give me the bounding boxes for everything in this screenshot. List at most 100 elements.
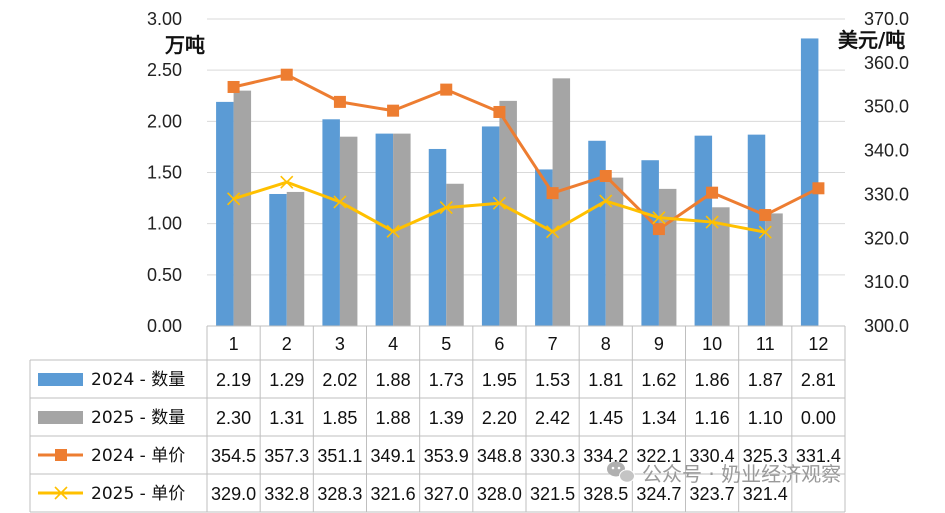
bar xyxy=(499,100,517,326)
table-cell: 324.7 xyxy=(636,484,681,504)
table-cell: 354.5 xyxy=(211,446,256,466)
right-tick-label: 340.0 xyxy=(864,141,909,161)
table-cell: 1.88 xyxy=(376,370,411,390)
legend-label: 2024 - 数量 xyxy=(91,370,185,390)
table-cell: 2.30 xyxy=(216,408,251,428)
table-cell: 325.3 xyxy=(743,446,788,466)
category-label: 9 xyxy=(654,334,664,354)
category-label: 12 xyxy=(808,334,828,354)
table-cell: 1.62 xyxy=(641,370,676,390)
line-point xyxy=(493,105,506,118)
category-label: 11 xyxy=(756,334,775,354)
bar xyxy=(322,119,340,326)
right-axis-label: 美元/吨 xyxy=(838,28,905,52)
table-cell: 328.5 xyxy=(583,484,628,504)
left-tick-label: 0.50 xyxy=(147,265,182,285)
table-cell: 2.19 xyxy=(216,370,251,390)
line-point xyxy=(227,192,241,206)
table-cell: 321.4 xyxy=(743,484,788,504)
line-point xyxy=(758,225,772,239)
table-cell: 1.73 xyxy=(429,370,464,390)
table-cell: 1.85 xyxy=(322,408,357,428)
table-cell: 349.1 xyxy=(371,446,416,466)
table-cell: 327.0 xyxy=(424,484,469,504)
line-point xyxy=(546,187,559,200)
left-tick-label: 2.00 xyxy=(147,111,182,131)
bar xyxy=(339,136,358,326)
line-point xyxy=(599,170,612,183)
legend-swatch xyxy=(38,411,83,424)
table-cell: 1.81 xyxy=(588,370,623,390)
line-point xyxy=(812,182,825,195)
table-cell: 1.88 xyxy=(376,408,411,428)
category-label: 4 xyxy=(388,334,398,354)
line-point xyxy=(759,209,772,222)
bar xyxy=(641,160,659,326)
table-cell: 1.39 xyxy=(429,408,464,428)
wechat-icon xyxy=(607,461,635,483)
right-tick-label: 300.0 xyxy=(864,316,909,336)
line-point xyxy=(227,80,240,93)
left-tick-label: 0.00 xyxy=(147,316,182,336)
line-point xyxy=(333,95,346,108)
line-point xyxy=(706,186,719,199)
left-tick-label: 3.00 xyxy=(147,9,182,29)
category-label: 10 xyxy=(702,334,722,354)
legend-marker xyxy=(55,449,67,461)
bar xyxy=(375,133,394,326)
category-label: 6 xyxy=(494,334,504,354)
table-cell: 1.87 xyxy=(748,370,783,390)
bar xyxy=(800,38,819,327)
left-tick-label: 1.00 xyxy=(147,214,182,234)
table-cell: 330.4 xyxy=(690,446,735,466)
table-cell: 321.5 xyxy=(530,484,575,504)
right-tick-label: 370.0 xyxy=(864,9,909,29)
table-cell: 1.10 xyxy=(748,408,783,428)
line-point xyxy=(333,195,347,209)
line-point xyxy=(492,196,506,210)
table-cell: 328.3 xyxy=(317,484,362,504)
bar xyxy=(694,135,713,326)
right-tick-label: 310.0 xyxy=(864,272,909,292)
bar xyxy=(552,78,571,326)
bar xyxy=(446,183,464,326)
line-point xyxy=(546,225,560,239)
watermark: 公众号 · 奶业经济观察 xyxy=(607,461,841,486)
table-cell: 348.8 xyxy=(477,446,522,466)
lines xyxy=(227,68,825,239)
line-point xyxy=(280,175,294,189)
table-cell: 334.2 xyxy=(583,446,628,466)
legend-label: 2024 - 单价 xyxy=(91,446,185,466)
table-cell: 2.81 xyxy=(801,370,836,390)
bar xyxy=(535,169,553,326)
table-cell: 1.29 xyxy=(269,370,304,390)
table-cell: 331.4 xyxy=(796,446,841,466)
gridlines xyxy=(207,18,845,327)
bar xyxy=(269,193,287,326)
table-cell: 328.0 xyxy=(477,484,522,504)
table-cell: 1.45 xyxy=(588,408,623,428)
line-point xyxy=(599,194,613,208)
table-cell: 2.42 xyxy=(535,408,570,428)
table-cell: 323.7 xyxy=(690,484,735,504)
table-cell: 353.9 xyxy=(424,446,469,466)
bars xyxy=(216,38,819,327)
table-cell: 330.3 xyxy=(530,446,575,466)
line-point xyxy=(440,83,453,96)
category-label: 3 xyxy=(335,334,345,354)
right-tick-label: 330.0 xyxy=(864,184,909,204)
line-point xyxy=(280,68,293,81)
table-cell: 1.95 xyxy=(482,370,517,390)
left-tick-label: 2.50 xyxy=(147,60,182,80)
left-tick-label: 1.50 xyxy=(147,163,182,183)
line-point xyxy=(387,104,400,117)
bar xyxy=(588,140,606,326)
table-cell: 1.31 xyxy=(269,408,304,428)
category-label: 5 xyxy=(441,334,451,354)
bar xyxy=(712,207,730,326)
table-cell: 1.16 xyxy=(695,408,730,428)
bar xyxy=(658,188,677,326)
legend-marker xyxy=(54,486,68,500)
bar xyxy=(428,148,447,326)
